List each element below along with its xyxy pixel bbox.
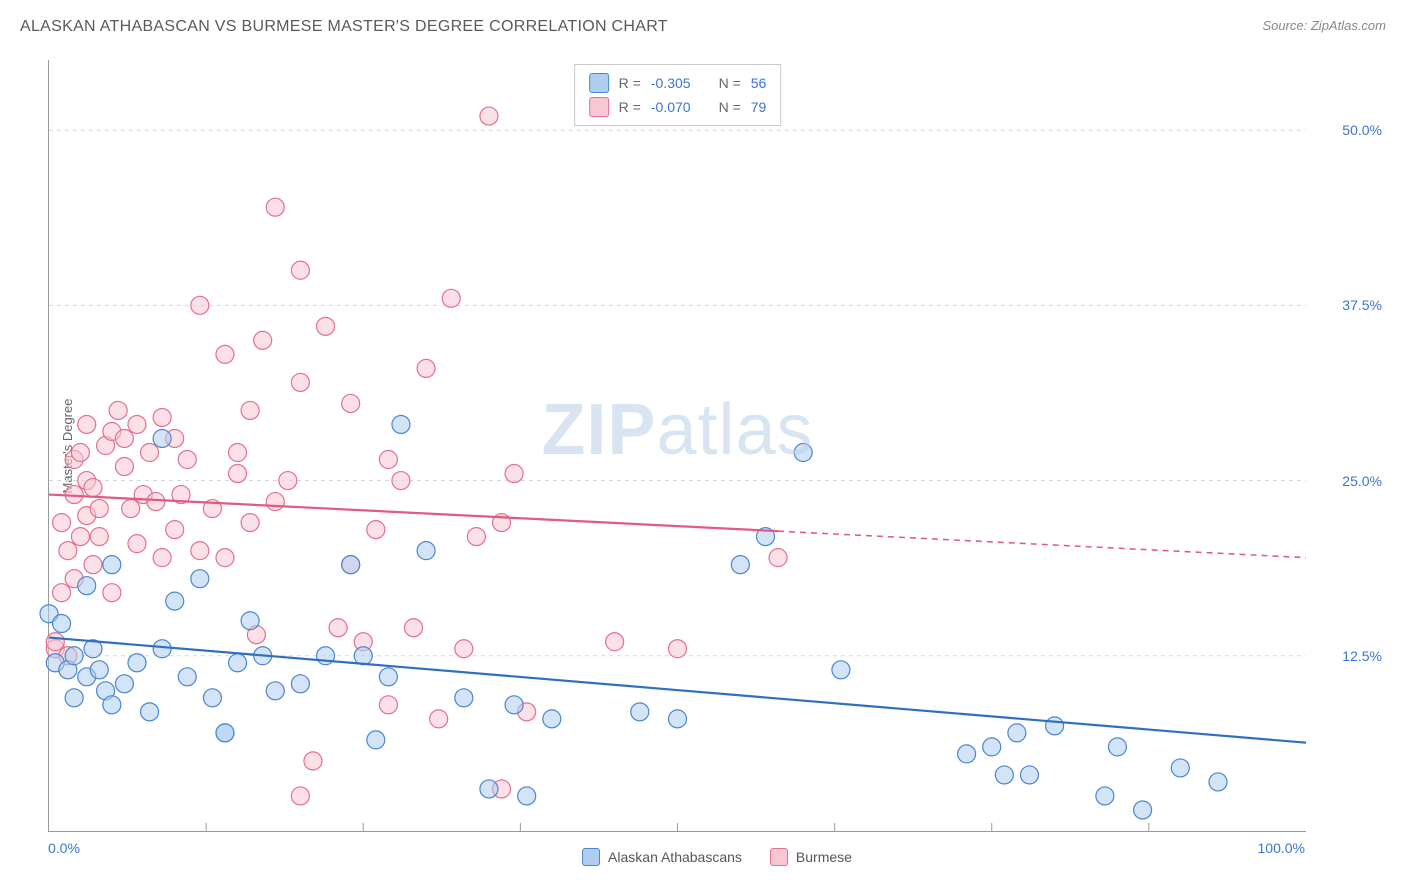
header-row: ALASKAN ATHABASCAN VS BURMESE MASTER'S D… [0,0,1406,44]
stats-r-label-blue: R = [619,75,641,91]
stats-row-blue: R = -0.305 N = 56 [589,71,767,95]
stats-swatch-pink [589,97,609,117]
x-tick-label: 100.0% [1258,840,1305,856]
chart-svg [49,60,1306,831]
stats-row-pink: R = -0.070 N = 79 [589,95,767,119]
legend-label-pink: Burmese [796,849,852,865]
legend-swatch-blue [582,848,600,866]
stats-n-label-pink: N = [719,99,741,115]
stats-r-label-pink: R = [619,99,641,115]
source-attribution: Source: ZipAtlas.com [1262,18,1386,33]
plot-wrapper: Master's Degree ZIPatlas R = -0.305 N = … [48,60,1386,832]
stats-r-value-pink: -0.070 [651,99,691,115]
legend-item-blue: Alaskan Athabascans [582,848,742,866]
y-tick-label: 12.5% [1342,648,1382,664]
bottom-legend: Alaskan Athabascans Burmese [582,848,852,866]
x-tick-label: 0.0% [48,840,80,856]
y-tick-labels: 12.5% 25.0% 37.5% 50.0% [1314,60,1386,832]
source-prefix: Source: [1262,18,1310,33]
source-link[interactable]: ZipAtlas.com [1311,18,1386,33]
y-tick-label: 50.0% [1342,122,1382,138]
stats-n-value-blue: 56 [751,75,767,91]
plot-area: ZIPatlas R = -0.305 N = 56 R = -0.070 N … [48,60,1306,832]
stats-n-label-blue: N = [719,75,741,91]
legend-label-blue: Alaskan Athabascans [608,849,742,865]
legend-swatch-pink [770,848,788,866]
y-tick-label: 37.5% [1342,297,1382,313]
stats-r-value-blue: -0.305 [651,75,691,91]
y-tick-label: 25.0% [1342,473,1382,489]
chart-title: ALASKAN ATHABASCAN VS BURMESE MASTER'S D… [20,18,668,36]
stats-swatch-blue [589,73,609,93]
legend-item-pink: Burmese [770,848,852,866]
stats-n-value-pink: 79 [751,99,767,115]
stats-box: R = -0.305 N = 56 R = -0.070 N = 79 [574,64,782,126]
